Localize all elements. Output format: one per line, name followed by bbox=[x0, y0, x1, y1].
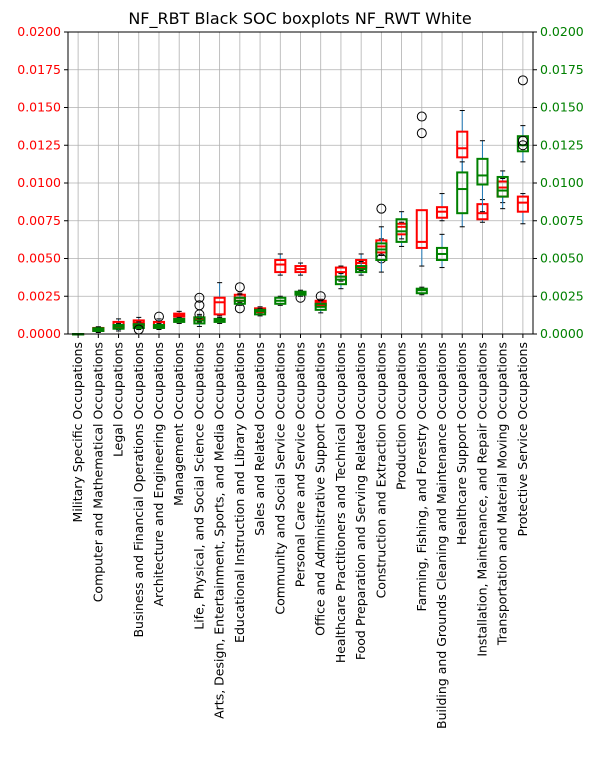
box-group bbox=[496, 170, 509, 210]
box-group bbox=[476, 140, 489, 213]
box-layer bbox=[72, 75, 529, 336]
x-tick-label: Architecture and Engineering Occupations bbox=[151, 342, 166, 607]
box-group bbox=[193, 313, 206, 327]
box-group bbox=[274, 253, 287, 276]
box-body bbox=[375, 242, 388, 262]
y-tick-label-right: 0.0150 bbox=[540, 100, 584, 115]
box-flier bbox=[416, 128, 427, 139]
box-group bbox=[355, 253, 368, 272]
chart-title: NF_RBT Black SOC boxplots NF_RWT White bbox=[128, 9, 471, 29]
box-group bbox=[334, 273, 347, 290]
x-tick-label: Protective Service Occupations bbox=[515, 342, 530, 536]
box-group bbox=[435, 193, 449, 222]
box-flier bbox=[517, 135, 528, 146]
box-group bbox=[314, 300, 327, 314]
x-tick-label: Farming, Fishing, and Forestry Occupatio… bbox=[414, 342, 429, 611]
y-tick-label-right: 0.0050 bbox=[540, 251, 584, 266]
axis-layer: 0.0000 0.0000 0.0025 0.0025 0.0050 0.0050 0.00… bbox=[17, 24, 584, 729]
y-tick-label-left: 0.0075 bbox=[17, 213, 61, 228]
box-group bbox=[173, 316, 186, 324]
box-flier bbox=[517, 75, 528, 86]
y-tick-label-left: 0.0175 bbox=[17, 62, 61, 77]
box-flier bbox=[234, 282, 245, 293]
box-body bbox=[456, 171, 469, 215]
x-tick-label: Educational Instruction and Library Occu… bbox=[232, 342, 247, 643]
box-body bbox=[213, 296, 226, 316]
box-group bbox=[254, 307, 267, 317]
box-flier bbox=[376, 203, 387, 214]
box-body bbox=[274, 259, 287, 274]
box-group bbox=[415, 111, 428, 267]
x-tick-label: Military Specific Occupations bbox=[70, 342, 85, 522]
x-tick-label: Computer and Mathematical Occupations bbox=[90, 342, 105, 602]
x-tick-label: Life, Physical, and Social Science Occup… bbox=[191, 342, 206, 630]
y-tick-label-left: 0.0200 bbox=[17, 24, 61, 39]
y-tick-label-left: 0.0150 bbox=[17, 100, 61, 115]
box-group bbox=[395, 211, 408, 247]
y-tick-label-left: 0.0025 bbox=[17, 288, 61, 303]
x-tick-label: Food Preparation and Serving Related Occ… bbox=[353, 342, 368, 660]
box-body bbox=[516, 195, 529, 213]
box-flier bbox=[194, 300, 205, 311]
y-tick-label-right: 0.0100 bbox=[540, 175, 584, 190]
box-group bbox=[435, 233, 449, 269]
x-tick-label: Sales and Related Occupations bbox=[252, 342, 267, 536]
box-body bbox=[415, 209, 428, 249]
box-group bbox=[233, 294, 246, 306]
box-group bbox=[112, 322, 125, 332]
x-tick-label: Office and Administrative Support Occupa… bbox=[313, 342, 328, 636]
box-group bbox=[294, 289, 307, 297]
box-group bbox=[355, 261, 368, 276]
box-body bbox=[476, 157, 489, 186]
x-tick-label: Healthcare Practitioners and Technical O… bbox=[333, 342, 348, 663]
box-flier bbox=[517, 140, 528, 151]
x-tick-label: Arts, Design, Entertainment, Sports, and… bbox=[212, 342, 227, 719]
grid-layer bbox=[68, 31, 533, 335]
box-group bbox=[92, 326, 105, 333]
x-tick-label: Personal Care and Service Occupations bbox=[293, 342, 308, 587]
box-flier bbox=[416, 111, 427, 122]
x-tick-label: Management Occupations bbox=[171, 342, 186, 506]
y-tick-label-right: 0.0000 bbox=[540, 326, 584, 341]
y-tick-label-right: 0.0075 bbox=[540, 213, 584, 228]
x-tick-label: Installation, Maintenance, and Repair Oc… bbox=[474, 342, 489, 657]
box-body bbox=[456, 130, 469, 159]
box-flier bbox=[153, 311, 164, 322]
y-tick-label-left: 0.0000 bbox=[17, 326, 61, 341]
box-group bbox=[274, 295, 287, 306]
box-group bbox=[415, 286, 428, 296]
y-tick-label-right: 0.0025 bbox=[540, 288, 584, 303]
box-group bbox=[213, 316, 226, 324]
box-body bbox=[496, 175, 509, 198]
x-tick-label: Construction and Extraction Occupations bbox=[373, 342, 388, 598]
box-group bbox=[516, 75, 529, 163]
y-tick-label-left: 0.0125 bbox=[17, 137, 61, 152]
x-tick-label: Production Occupations bbox=[394, 342, 409, 490]
x-tick-label: Community and Social Service Occupations bbox=[272, 342, 287, 615]
box-group bbox=[516, 193, 529, 225]
box-group bbox=[456, 161, 469, 228]
x-tick-label: Business and Financial Operations Occupa… bbox=[131, 342, 146, 638]
box-group bbox=[152, 322, 166, 330]
x-tick-label: Healthcare Support Occupations bbox=[454, 342, 469, 545]
box-flier bbox=[194, 292, 205, 303]
y-tick-label-right: 0.0175 bbox=[540, 62, 584, 77]
box-group bbox=[213, 282, 226, 317]
box-group bbox=[294, 262, 307, 303]
box-group bbox=[375, 203, 388, 273]
x-tick-label: Transportation and Material Moving Occup… bbox=[495, 342, 510, 646]
y-tick-label-left: 0.0100 bbox=[17, 175, 61, 190]
y-tick-label-right: 0.0200 bbox=[540, 24, 584, 39]
x-tick-label: Building and Grounds Cleaning and Mainte… bbox=[434, 342, 449, 729]
y-tick-label-right: 0.0125 bbox=[540, 137, 584, 152]
x-tick-label: Legal Occupations bbox=[111, 342, 126, 457]
y-tick-label-left: 0.0050 bbox=[17, 251, 61, 266]
